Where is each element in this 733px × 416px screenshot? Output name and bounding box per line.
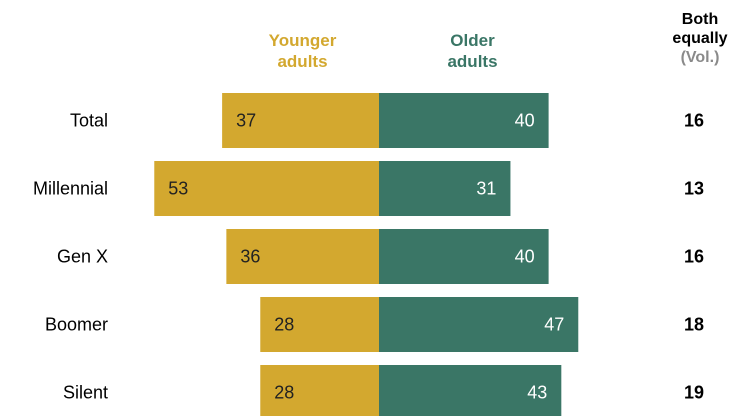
both-equally-value: 16 (684, 247, 704, 267)
younger-header-line2: adults (277, 52, 328, 71)
older-bar (379, 365, 562, 416)
younger-adults-header: Younger adults (250, 30, 355, 72)
both-equally-header: Both equally (Vol.) (660, 10, 733, 67)
younger-bar (154, 161, 379, 216)
younger-bar (226, 229, 379, 284)
older-adults-header: Older adults (420, 30, 525, 72)
older-bar (379, 297, 579, 352)
both-equally-value: 16 (684, 111, 704, 131)
both-header-line2: equally (672, 30, 728, 47)
younger-bar (222, 93, 379, 148)
older-value-label: 31 (476, 179, 496, 199)
older-bar (379, 93, 549, 148)
older-header-line1: Older (450, 31, 495, 50)
category-label: Gen X (57, 247, 108, 267)
younger-bar (260, 365, 379, 416)
older-bar (379, 161, 511, 216)
older-bar (379, 229, 549, 284)
younger-value-label: 28 (274, 315, 294, 335)
younger-value-label: 28 (274, 383, 294, 403)
older-value-label: 40 (515, 247, 535, 267)
younger-header-line1: Younger (268, 31, 337, 50)
younger-value-label: 36 (240, 247, 260, 267)
category-label: Silent (63, 383, 108, 403)
younger-bar (260, 297, 379, 352)
both-equally-value: 19 (684, 383, 704, 403)
category-label: Millennial (33, 179, 108, 199)
older-value-label: 40 (515, 111, 535, 131)
both-header-line3: (Vol.) (680, 49, 720, 66)
both-header-line1: Both (681, 11, 719, 28)
older-header-line2: adults (447, 52, 498, 71)
older-value-label: 47 (544, 315, 564, 335)
older-value-label: 43 (527, 383, 547, 403)
both-equally-value: 13 (684, 179, 704, 199)
category-label: Boomer (45, 315, 108, 335)
category-label: Total (70, 111, 108, 131)
younger-value-label: 53 (168, 179, 188, 199)
both-equally-value: 18 (684, 315, 704, 335)
younger-value-label: 37 (236, 111, 256, 131)
